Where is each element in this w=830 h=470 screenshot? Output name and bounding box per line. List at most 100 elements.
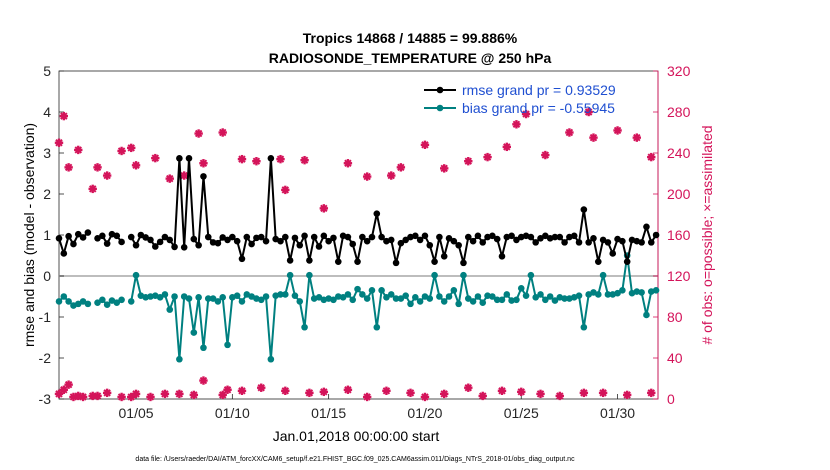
obs_possible-marker-part: [464, 157, 473, 165]
left-tick-label: 1: [43, 227, 51, 243]
x-tick-label: 01/25: [504, 405, 539, 421]
rmse-point: [464, 233, 472, 241]
rmse-point: [132, 241, 140, 249]
left-y-axis-label: rmse and bias (model - observation): [21, 123, 37, 347]
right-tick-label: 240: [667, 145, 691, 161]
bias-point: [185, 295, 193, 302]
obs_possible-marker-part: [344, 159, 352, 167]
bias-point: [233, 292, 241, 299]
rmse-point: [412, 232, 419, 240]
rmse-point: [392, 259, 400, 267]
left-tick-label: -1: [39, 309, 52, 325]
x-tick-label: 01/10: [215, 405, 250, 421]
obs_possible-marker-part: [55, 139, 63, 147]
obs_possible-marker-part: [633, 133, 641, 142]
obs_assimilated-marker-part: [556, 392, 564, 400]
obs-count-markers: [54, 107, 656, 402]
obs_assimilated-marker-part: [117, 393, 126, 401]
obs_possible-marker: [102, 171, 112, 180]
obs_possible-marker: [512, 120, 521, 129]
obs_possible-marker: [647, 152, 656, 162]
rmse-point: [277, 237, 284, 245]
right-y-axis: 0 40 80 120 160 200 240 280 320: [653, 63, 691, 407]
bias-point: [455, 300, 462, 308]
rmse-point: [330, 234, 337, 242]
obs_possible-marker: [127, 143, 136, 153]
obs_possible-marker: [218, 128, 227, 137]
obs_possible-marker: [396, 163, 406, 172]
obs_assimilated-marker: [497, 386, 507, 395]
obs_assimilated-marker: [647, 388, 656, 398]
rmse-point: [561, 239, 568, 246]
rmse-point: [652, 231, 660, 239]
rmse-point: [301, 232, 308, 240]
bias-point: [132, 271, 140, 279]
obs_assimilated-marker-part: [257, 383, 265, 392]
rmse-point: [527, 233, 535, 241]
right-y-axis-label: # of obs: o=possible; ×=assimilated: [699, 125, 715, 344]
obs_assimilated-marker: [579, 388, 589, 398]
obs_assimilated-marker: [598, 388, 608, 398]
obs_assimilated-marker-part: [190, 391, 198, 399]
rmse-point: [594, 258, 602, 265]
bias-point: [282, 291, 289, 298]
obs_possible-marker-part: [252, 157, 261, 165]
rmse-point: [474, 232, 482, 240]
bias-point: [431, 271, 438, 279]
bias-point: [474, 293, 482, 300]
rmse-point: [609, 250, 617, 257]
bias-point: [513, 296, 520, 304]
obs_possible-marker-part: [397, 163, 405, 172]
bias-point: [387, 291, 395, 298]
bias-point: [575, 292, 583, 299]
obs_possible-marker-part: [421, 141, 429, 149]
obs_assimilated-marker: [223, 385, 232, 394]
bias-point: [84, 300, 92, 308]
right-tick-label: 40: [667, 350, 683, 366]
rmse-point: [638, 239, 645, 246]
rmse-point: [79, 234, 87, 241]
obs_possible-marker-part: [647, 153, 655, 161]
rmse-point: [349, 240, 357, 248]
rmse-point: [176, 155, 183, 162]
rmse-point: [113, 232, 121, 240]
obs_assimilated-marker: [199, 376, 208, 385]
obs_assimilated-marker-part: [132, 390, 140, 398]
obs_assimilated-marker: [78, 392, 88, 402]
data-file-footer: data file: /Users/raeder/DAI/ATM_forcXX/…: [135, 456, 575, 463]
obs_assimilated-marker: [64, 380, 73, 389]
rmse-point: [532, 239, 539, 246]
rmse-point: [493, 235, 501, 243]
legend-bias-marker: [436, 104, 444, 112]
obs_assimilated-marker: [189, 390, 199, 400]
bias-point: [619, 287, 626, 294]
bias-point: [214, 298, 222, 305]
obs_possible-marker: [440, 164, 449, 173]
obs_assimilated-marker: [131, 389, 141, 399]
rmse-point: [489, 232, 496, 240]
right-tick-label: 200: [667, 186, 691, 202]
obs_possible-marker: [343, 159, 353, 168]
bias-point: [306, 271, 313, 279]
obs_assimilated-marker-part: [464, 383, 473, 392]
rmse-point: [436, 233, 443, 241]
bias-point: [378, 287, 385, 294]
bias-point: [489, 293, 496, 300]
rmse-point: [363, 237, 371, 245]
bias-point: [55, 298, 63, 305]
obs_assimilated-marker-part: [647, 389, 655, 397]
chart-title-line2: RADIOSONDE_TEMPERATURE @ 250 hPa: [269, 50, 552, 66]
x-axis: 01/05 01/10 01/15 01/20 01/25 01/30: [119, 394, 635, 421]
right-tick-label: 280: [667, 104, 691, 120]
obs_assimilated-marker-part: [517, 388, 525, 396]
rmse-point: [84, 229, 92, 236]
obs_possible-marker-part: [522, 110, 530, 118]
rmse-point: [195, 241, 202, 249]
obs_possible-marker: [387, 171, 396, 180]
bias-point: [643, 311, 650, 319]
rmse-point: [590, 234, 597, 242]
left-tick-label: 5: [43, 63, 51, 79]
rmse-point: [373, 210, 381, 217]
rmse-point: [156, 238, 164, 246]
obs_possible-marker-part: [276, 155, 285, 163]
